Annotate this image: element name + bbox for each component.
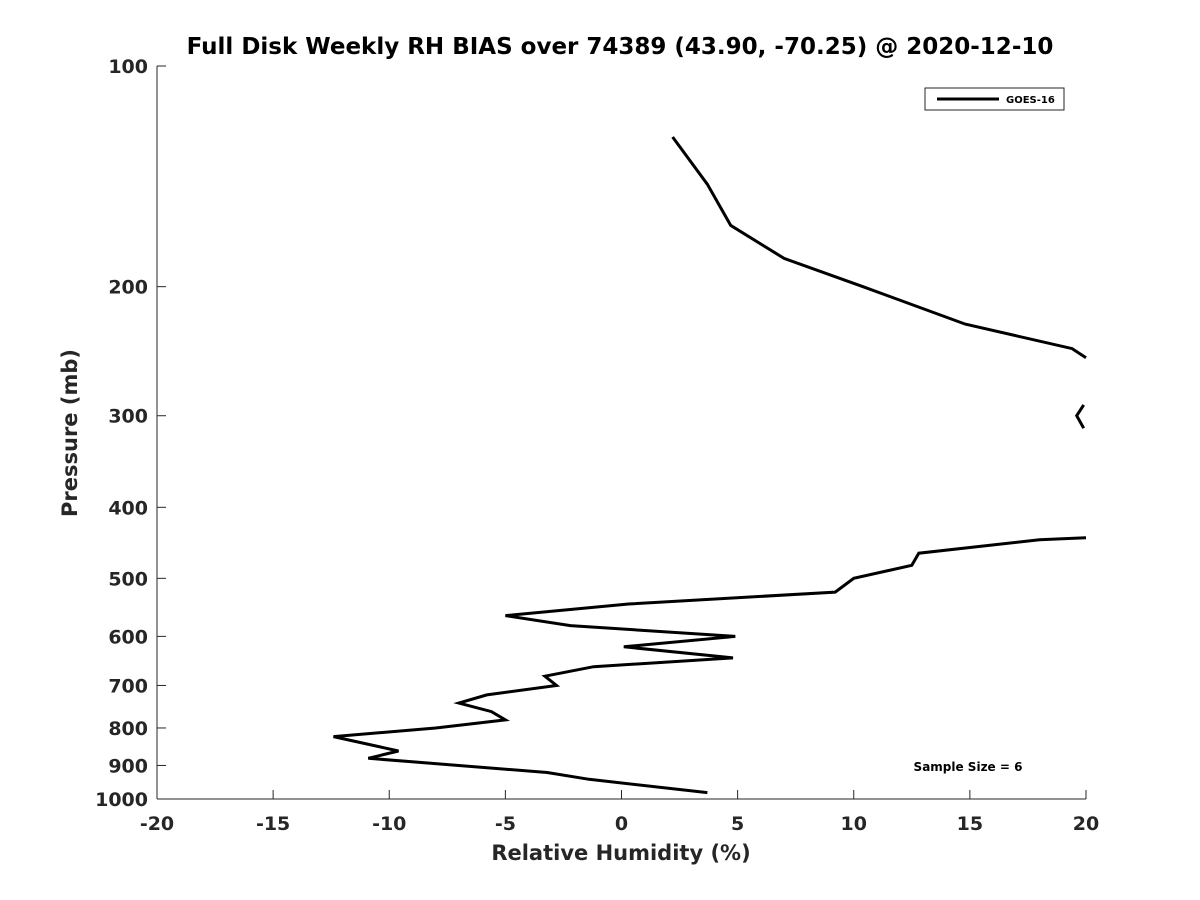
x-tick-label: 0 [615, 813, 628, 835]
y-tick-label: 100 [108, 56, 148, 78]
series-line-goes-16-segment-3 [333, 536, 1087, 795]
x-tick-label: 20 [1073, 813, 1099, 835]
y-tick-label: 900 [108, 755, 148, 777]
x-tick-label: 5 [731, 813, 744, 835]
sample-size-annotation: Sample Size = 6 [914, 760, 1023, 774]
y-tick-label: 700 [108, 675, 148, 697]
legend: GOES-16 [924, 87, 1065, 111]
chart-title: Full Disk Weekly RH BIAS over 74389 (43.… [187, 34, 1054, 60]
y-axis-title: Pressure (mb) [58, 349, 82, 517]
plot-area: -20 -15 -10 -5 0 5 10 15 20 100 200 300 400 500 600 70… [95, 56, 1099, 835]
y-tick-label: 600 [108, 626, 148, 648]
x-tick-label: -20 [140, 813, 174, 835]
series-line-goes-16-segment-1 [671, 136, 1087, 359]
series-layer [333, 136, 1087, 795]
y-tick-label: 300 [108, 406, 148, 428]
legend-label-goes-16: GOES-16 [1006, 95, 1055, 106]
y-tick-label: 200 [108, 277, 148, 299]
x-axis-ticks: -20 -15 -10 -5 0 5 10 15 20 [140, 790, 1099, 835]
y-tick-label: 1000 [95, 789, 148, 811]
x-tick-label: 10 [841, 813, 867, 835]
y-axis-ticks: 100 200 300 400 500 600 700 800 900 1000 [95, 56, 166, 811]
x-axis-title: Relative Humidity (%) [491, 841, 750, 865]
y-tick-label: 800 [108, 718, 148, 740]
series-line-goes-16-segment-2 [1074, 404, 1086, 429]
x-tick-label: -5 [495, 813, 516, 835]
y-tick-label: 500 [108, 568, 148, 590]
x-tick-label: 15 [957, 813, 983, 835]
x-tick-label: -15 [256, 813, 290, 835]
x-tick-label: -10 [372, 813, 406, 835]
y-tick-label: 400 [108, 497, 148, 519]
